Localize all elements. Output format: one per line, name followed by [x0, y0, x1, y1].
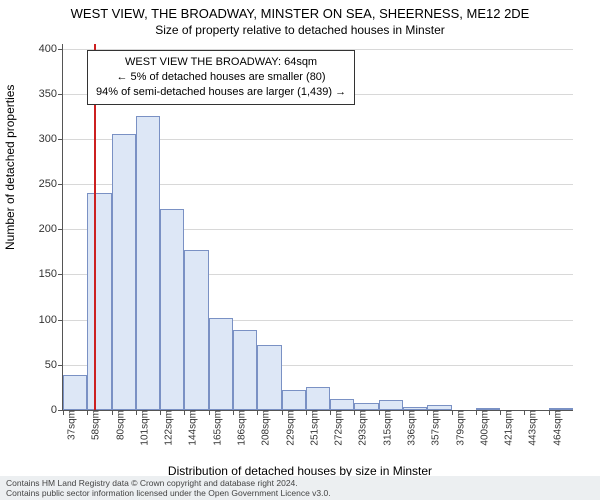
x-tick-mark [112, 410, 113, 415]
footer-line: Contains public sector information licen… [6, 488, 594, 498]
y-tick-label: 200 [39, 223, 63, 235]
histogram-bar [184, 250, 208, 410]
annotation-line: 94% of semi-detached houses are larger (… [96, 85, 346, 100]
histogram-bar [306, 387, 330, 410]
y-tick-label: 50 [45, 359, 63, 371]
x-tick-mark [452, 410, 453, 415]
y-tick-label: 350 [39, 88, 63, 100]
histogram-bar [282, 390, 306, 410]
x-tick-label: 165sqm [210, 410, 223, 446]
x-tick-label: 208sqm [259, 410, 272, 446]
histogram-bar [87, 193, 111, 410]
histogram-bar [136, 116, 160, 410]
chart-subtitle: Size of property relative to detached ho… [0, 21, 600, 37]
x-tick-label: 144sqm [186, 410, 199, 446]
x-tick-label: 315sqm [380, 410, 393, 446]
histogram-bar [354, 403, 378, 410]
x-tick-label: 80sqm [113, 410, 126, 440]
x-tick-label: 379sqm [453, 410, 466, 446]
footer-line: Contains HM Land Registry data © Crown c… [6, 478, 594, 488]
x-tick-label: 421sqm [502, 410, 515, 446]
x-tick-label: 251sqm [307, 410, 320, 446]
histogram-bar [330, 399, 354, 410]
y-axis-label: Number of detached properties [3, 85, 17, 250]
histogram-bar [233, 330, 257, 410]
annotation-box: WEST VIEW THE BROADWAY: 64sqm ← 5% of de… [87, 50, 355, 105]
x-tick-label: 357sqm [429, 410, 442, 446]
x-tick-label: 400sqm [477, 410, 490, 446]
x-tick-label: 101sqm [137, 410, 150, 446]
histogram-bar [112, 134, 136, 410]
y-tick-label: 150 [39, 268, 63, 280]
x-tick-label: 293sqm [356, 410, 369, 446]
y-tick-label: 400 [39, 43, 63, 55]
y-tick-label: 100 [39, 314, 63, 326]
histogram-bar [63, 375, 87, 410]
x-tick-label: 464sqm [550, 410, 563, 446]
y-tick-label: 300 [39, 133, 63, 145]
annotation-line: ← 5% of detached houses are smaller (80) [96, 70, 346, 85]
x-tick-label: 37sqm [65, 410, 78, 440]
x-tick-label: 336sqm [405, 410, 418, 446]
annotation-line: WEST VIEW THE BROADWAY: 64sqm [96, 55, 346, 70]
plot-area: 05010015020025030035040037sqm58sqm80sqm1… [62, 44, 573, 411]
chart-title: WEST VIEW, THE BROADWAY, MINSTER ON SEA,… [0, 0, 600, 21]
y-tick-label: 250 [39, 178, 63, 190]
chart-container: WEST VIEW, THE BROADWAY, MINSTER ON SEA,… [0, 0, 600, 500]
x-tick-label: 186sqm [235, 410, 248, 446]
x-tick-label: 229sqm [283, 410, 296, 446]
footer: Contains HM Land Registry data © Crown c… [0, 476, 600, 500]
x-tick-label: 443sqm [526, 410, 539, 446]
x-tick-label: 122sqm [162, 410, 175, 446]
x-tick-label: 272sqm [332, 410, 345, 446]
histogram-bar [160, 209, 184, 410]
histogram-bar [379, 400, 403, 410]
x-tick-mark [282, 410, 283, 415]
y-tick-label: 0 [51, 404, 63, 416]
histogram-bar [209, 318, 233, 410]
x-tick-label: 58sqm [89, 410, 102, 440]
histogram-bar [257, 345, 281, 410]
